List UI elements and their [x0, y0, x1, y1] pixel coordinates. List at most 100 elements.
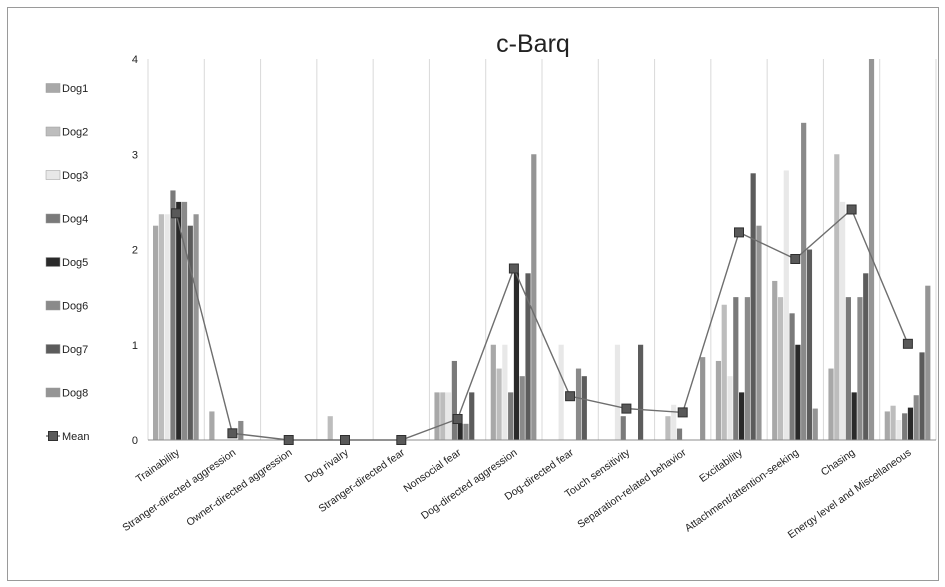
- category-label: Attachment/attention-seeking: [683, 447, 801, 535]
- y-tick-label: 3: [132, 149, 138, 161]
- bar-dog1: [884, 411, 890, 440]
- bar-dog1: [434, 392, 440, 441]
- bar-dog6: [857, 297, 863, 441]
- mean-marker: [508, 263, 519, 274]
- bar-dog8: [812, 408, 818, 440]
- bar-dog4: [620, 416, 626, 440]
- mean-marker: [677, 407, 688, 418]
- bar-dog7: [187, 225, 193, 440]
- bar-dog2: [327, 416, 333, 440]
- bar-dog8: [868, 59, 875, 440]
- bar-dog4: [451, 360, 457, 440]
- bar-dog6: [519, 376, 525, 440]
- bar-dog7: [525, 273, 531, 440]
- y-tick-label: 2: [132, 245, 138, 257]
- chart-title: c-Barq: [496, 30, 570, 58]
- legend-label: Dog3: [62, 170, 88, 182]
- bar-dog2: [834, 154, 840, 440]
- mean-marker: [171, 208, 182, 219]
- chart-svg: c-Barq 0 1 2 3 4 TrainabilityStranger-direct…: [45, 30, 937, 541]
- mean-marker: [283, 435, 294, 445]
- mean-marker: [396, 435, 407, 445]
- mean-marker: [790, 254, 801, 264]
- bar-dog5: [513, 273, 520, 440]
- bar-dog7: [581, 376, 587, 440]
- bar-dog2: [158, 214, 164, 440]
- bar-dog5: [457, 423, 463, 440]
- bar-dog8: [756, 225, 762, 440]
- mean-marker: [227, 428, 238, 439]
- bar-dog5: [739, 392, 745, 441]
- legend-item-dog1: Dog1: [45, 83, 88, 95]
- bar-dog8: [700, 357, 706, 440]
- legend-swatch: [45, 387, 61, 398]
- bar-dog4: [170, 190, 176, 440]
- legend-label: Dog1: [62, 83, 88, 95]
- category-label: Separation-related behavior: [575, 446, 688, 530]
- bar-dog3: [840, 201, 846, 441]
- bar-dog3: [671, 404, 677, 440]
- mean-marker: [340, 435, 350, 445]
- bar-dog6: [913, 395, 919, 440]
- bar-dog3: [783, 170, 789, 440]
- bar-dog6: [744, 297, 750, 441]
- legend-item-dog8: Dog8: [45, 387, 88, 400]
- bar-dog8: [925, 285, 931, 440]
- category-label: Dog rivalry: [303, 446, 352, 485]
- bar-dog8: [193, 214, 199, 440]
- bar-dog1: [828, 368, 834, 440]
- category-label: Excitability: [697, 446, 745, 485]
- legend-item-dog4: Dog4: [45, 213, 88, 226]
- bar-dog2: [890, 405, 896, 440]
- bar-dog1: [209, 411, 215, 440]
- bar-dog4: [902, 413, 908, 440]
- bar-dog5: [851, 392, 857, 441]
- bar-dog6: [801, 122, 807, 440]
- y-tick-label: 1: [132, 340, 138, 352]
- bar-dog8: [531, 154, 537, 440]
- mean-marker: [452, 414, 463, 424]
- y-tick-labels: 0 1 2 3 4: [132, 54, 138, 447]
- bar-dog5: [176, 201, 182, 441]
- category-label: Stranger-directed aggression: [120, 447, 238, 535]
- category-label: Dog-directed aggression: [419, 447, 520, 523]
- mean-marker: [902, 338, 913, 349]
- legend-item-dog5: Dog5: [45, 257, 88, 269]
- bar-dog3: [727, 376, 733, 440]
- bar-dog4: [789, 313, 795, 440]
- bar-dog7: [806, 249, 813, 440]
- bar-dog1: [715, 360, 722, 440]
- category-label: Chasing: [819, 447, 858, 479]
- category-label: Trainability: [134, 446, 183, 485]
- legend-swatch: [45, 300, 61, 311]
- legend-label: Dog7: [62, 344, 88, 356]
- bar-dog7: [750, 173, 756, 441]
- mean-layer: [171, 204, 913, 445]
- bar-dog5: [907, 407, 914, 440]
- mean-marker: [846, 204, 857, 215]
- legend-swatch: [45, 213, 61, 224]
- legend-label: Dog6: [62, 301, 88, 313]
- bar-dog4: [676, 428, 683, 440]
- legend-item-dog2: Dog2: [45, 126, 88, 139]
- y-tick-label: 4: [132, 54, 138, 66]
- bar-dog6: [181, 201, 188, 441]
- grid-layer: [147, 59, 937, 440]
- bar-dog3: [558, 344, 564, 440]
- legend-swatch: [45, 257, 61, 267]
- legend-swatch: [45, 344, 61, 354]
- bar-dog7: [919, 352, 925, 440]
- legend-swatch: [45, 126, 61, 137]
- bar-dog7: [469, 392, 475, 441]
- bar-dog1: [490, 344, 496, 440]
- mean-marker: [734, 227, 744, 238]
- bar-dog4: [733, 297, 739, 441]
- bar-dog2: [721, 304, 727, 440]
- legend-item-dog7: Dog7: [45, 344, 88, 356]
- mean-line: [175, 208, 909, 441]
- bar-dog3: [614, 344, 621, 440]
- bar-dog3: [896, 420, 902, 440]
- bar-dog4: [845, 297, 851, 441]
- bar-dog3: [446, 392, 452, 441]
